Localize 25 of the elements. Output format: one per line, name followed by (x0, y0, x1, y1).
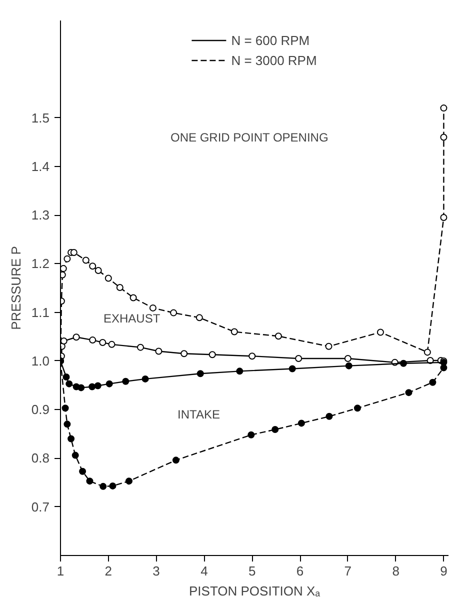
y-tick-label: 1.1 (31, 304, 50, 320)
x-tick-label: 1 (56, 564, 64, 578)
x-tick-label: 8 (392, 564, 400, 578)
legend-label: N = 3000 RPM (231, 52, 317, 68)
x-tick-label: 9 (440, 564, 448, 578)
annotation: ONE GRID POINT OPENING (170, 130, 328, 144)
y-tick-label: 0.9 (31, 402, 50, 418)
y-tick-label: 1.4 (31, 158, 50, 174)
legend-label: N = 600 RPM (231, 32, 310, 48)
y-tick-label: 0.7 (31, 499, 50, 514)
annotation: INTAKE (178, 408, 220, 422)
x-axis-title: PISTON POSITION Xₐ (188, 584, 320, 598)
x-tick-label: 3 (152, 564, 160, 578)
x-tick-label: 7 (344, 564, 352, 578)
y-axis-title: PRESSURE P (8, 246, 24, 330)
y-tick-label: 1.5 (31, 110, 50, 126)
y-tick-label: 1.0 (31, 353, 50, 368)
y-tick-label: 1.2 (31, 256, 50, 272)
annotation: EXHAUST (104, 312, 161, 326)
x-tick-label: 6 (296, 564, 304, 578)
y-tick-label: 1.3 (31, 208, 50, 223)
x-tick-label: 5 (248, 564, 256, 578)
x-tick-label: 2 (104, 564, 112, 578)
y-tick-label: 0.8 (31, 450, 50, 466)
x-tick-label: 4 (200, 564, 208, 578)
